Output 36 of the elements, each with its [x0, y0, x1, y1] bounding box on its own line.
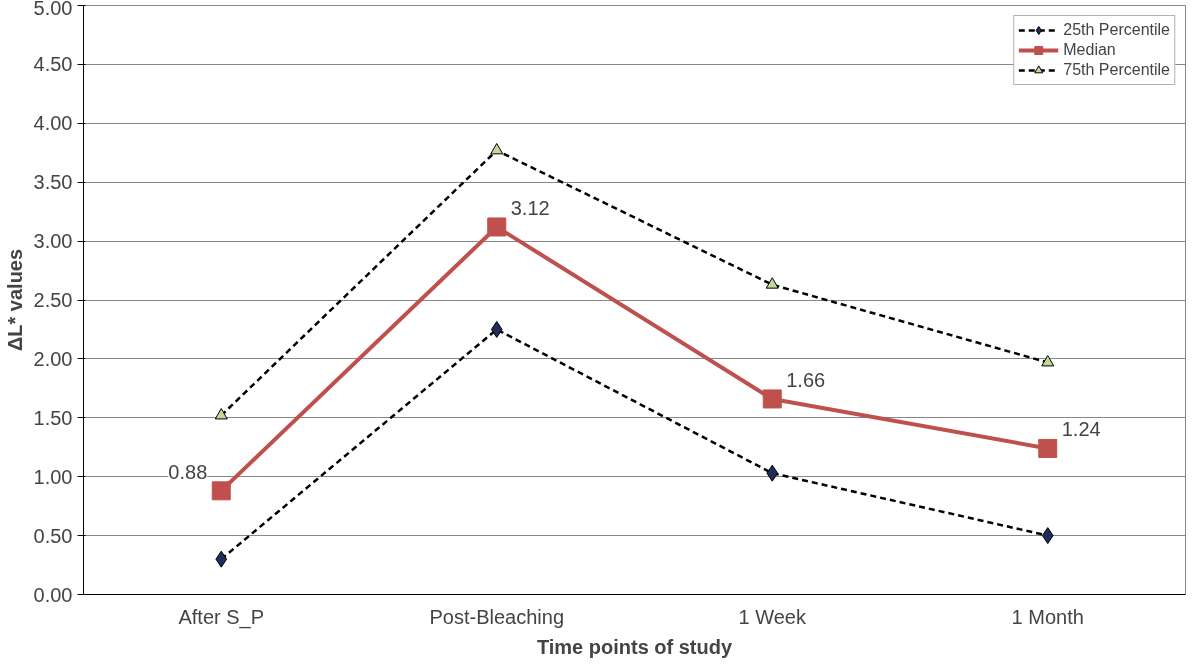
point [490, 320, 503, 338]
x-tick-label: After S_P [178, 605, 265, 629]
y-tick-label: 3.50 [33, 171, 73, 194]
data-label: 1.66 [786, 368, 826, 391]
x-tick-label: 1 Week [738, 605, 807, 628]
y-tick-label: 2.00 [33, 347, 73, 370]
y-tick-label: 0.50 [33, 524, 73, 547]
point [1041, 355, 1055, 367]
y-tick-label: 1.50 [33, 406, 73, 429]
y-tick-label: 1.00 [33, 465, 73, 488]
x-tick-label: 1 Month [1011, 605, 1084, 628]
point [762, 389, 782, 409]
legend-label: 75th Percentile [1063, 61, 1170, 79]
y-tick-label: 4.50 [33, 53, 73, 76]
point [490, 142, 504, 155]
data-label: 0.88 [168, 460, 208, 483]
point [214, 408, 228, 420]
point [215, 550, 228, 568]
point [765, 277, 779, 289]
y-tick-label: 2.50 [33, 289, 73, 311]
point [211, 481, 231, 501]
data-label: 1.24 [1061, 418, 1101, 441]
point [766, 464, 779, 482]
point [487, 217, 507, 237]
x-tick-label: Post-Bleaching [429, 605, 565, 628]
legend-label: Median [1063, 41, 1116, 59]
y-axis-title: ΔL* values [3, 248, 26, 352]
y-tick-label: 5.00 [33, 0, 73, 19]
y-tick-label: 0.00 [33, 583, 73, 606]
y-tick-label: 4.00 [33, 112, 73, 135]
data-label: 3.12 [510, 196, 550, 219]
x-axis-title: Time points of study [536, 635, 733, 658]
point [1041, 527, 1054, 545]
legend-label: 25th Percentile [1063, 21, 1170, 39]
point [1038, 438, 1058, 458]
y-tick-label: 3.00 [33, 230, 73, 253]
